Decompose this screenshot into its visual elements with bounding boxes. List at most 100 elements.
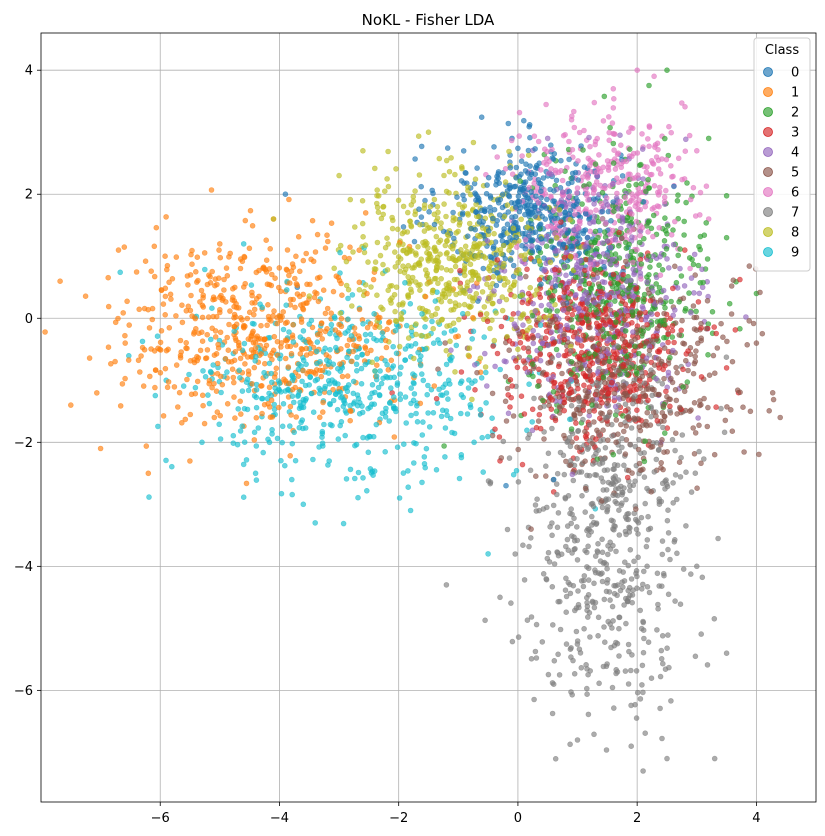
scatter-point-class-9 (469, 336, 476, 342)
scatter-point-class-3 (543, 371, 550, 378)
scatter-point-class-4 (626, 223, 633, 229)
scatter-point-class-5 (704, 297, 711, 304)
scatter-point-class-5 (759, 330, 766, 337)
scatter-point-class-8 (408, 202, 415, 208)
scatter-point-class-5 (777, 414, 784, 421)
scatter-point-class-9 (274, 435, 281, 442)
scatter-point-class-1 (252, 340, 259, 346)
scatter-point-class-8 (501, 282, 508, 288)
scatter-point-class-7 (640, 649, 647, 656)
scatter-point-class-2 (640, 298, 647, 305)
scatter-point-class-4 (563, 249, 570, 256)
scatter-point-class-5 (747, 408, 754, 415)
scatter-point-class-9 (360, 320, 366, 327)
scatter-point-class-8 (431, 245, 437, 252)
scatter-point-class-1 (168, 296, 174, 302)
scatter-point-class-9 (417, 362, 424, 369)
scatter-point-class-0 (411, 238, 418, 245)
scatter-point-class-0 (569, 175, 576, 181)
scatter-point-class-9 (302, 397, 309, 404)
scatter-point-class-7 (543, 576, 550, 582)
scatter-point-class-8 (389, 217, 396, 224)
scatter-point-class-1 (125, 357, 132, 363)
scatter-point-class-8 (375, 209, 382, 215)
scatter-point-class-7 (575, 427, 582, 434)
scatter-point-class-1 (314, 275, 321, 281)
scatter-point-class-8 (447, 298, 453, 305)
scatter-point-class-4 (610, 181, 616, 187)
scatter-point-class-3 (665, 331, 671, 338)
scatter-point-class-7 (597, 558, 604, 564)
scatter-point-class-4 (492, 363, 498, 370)
scatter-point-class-7 (659, 551, 666, 558)
scatter-point-class-7 (585, 525, 591, 532)
scatter-point-class-5 (563, 458, 569, 465)
scatter-point-class-9 (299, 378, 305, 385)
scatter-point-class-1 (148, 268, 154, 275)
scatter-point-class-1 (328, 220, 335, 226)
scatter-point-class-6 (535, 200, 542, 206)
scatter-point-class-1 (117, 403, 124, 409)
scatter-point-class-4 (642, 317, 649, 323)
scatter-point-class-9 (217, 436, 224, 442)
scatter-point-class-1 (289, 332, 296, 339)
scatter-point-class-7 (614, 408, 620, 414)
scatter-point-class-7 (619, 444, 625, 451)
scatter-point-class-1 (311, 294, 318, 301)
scatter-point-class-3 (665, 339, 671, 346)
scatter-point-class-9 (330, 397, 337, 404)
scatter-point-class-9 (240, 494, 247, 501)
scatter-point-class-0 (536, 160, 543, 166)
scatter-point-class-1 (287, 403, 294, 410)
scatter-point-class-5 (657, 297, 664, 303)
scatter-point-class-1 (238, 411, 244, 417)
scatter-point-class-6 (655, 166, 662, 172)
scatter-point-class-8 (418, 332, 424, 339)
scatter-point-class-5 (692, 430, 699, 436)
scatter-point-class-0 (526, 123, 533, 130)
scatter-point-class-6 (626, 199, 633, 205)
scatter-point-class-1 (249, 223, 256, 229)
scatter-point-class-2 (631, 343, 638, 350)
scatter-point-class-4 (577, 337, 584, 343)
scatter-point-class-5 (766, 407, 773, 414)
scatter-point-class-8 (425, 129, 432, 135)
scatter-point-class-5 (728, 311, 735, 317)
scatter-point-class-8 (448, 307, 454, 313)
scatter-point-class-2 (635, 350, 642, 357)
scatter-point-class-7 (599, 536, 605, 543)
scatter-point-class-0 (459, 211, 466, 218)
scatter-point-class-1 (173, 313, 179, 319)
scatter-point-class-7 (588, 513, 595, 520)
scatter-point-class-7 (625, 562, 632, 569)
scatter-point-class-0 (478, 207, 485, 214)
scatter-point-class-2 (650, 306, 656, 312)
scatter-point-class-2 (681, 232, 687, 238)
scatter-point-class-4 (590, 218, 596, 225)
x-tick-label: 0 (514, 811, 522, 826)
scatter-point-class-9 (218, 389, 224, 396)
scatter-point-class-1 (120, 310, 126, 316)
scatter-point-class-3 (599, 399, 605, 406)
scatter-point-class-5 (727, 406, 734, 413)
scatter-point-class-4 (599, 240, 606, 246)
scatter-point-class-5 (546, 322, 553, 329)
scatter-point-class-5 (504, 385, 511, 392)
scatter-point-class-4 (517, 275, 524, 281)
scatter-point-class-1 (187, 272, 194, 278)
scatter-point-class-2 (726, 300, 733, 307)
scatter-point-class-6 (679, 176, 685, 183)
scatter-point-class-7 (569, 691, 576, 698)
y-tick-label: 2 (25, 188, 33, 203)
scatter-point-class-0 (458, 178, 465, 184)
scatter-point-class-6 (610, 86, 617, 92)
scatter-point-class-6 (666, 123, 672, 130)
scatter-point-class-1 (187, 411, 194, 418)
scatter-point-class-8 (481, 304, 488, 310)
scatter-point-class-3 (732, 327, 739, 333)
scatter-point-class-9 (117, 269, 123, 276)
scatter-point-class-7 (620, 569, 627, 575)
scatter-point-class-9 (390, 394, 397, 400)
scatter-point-class-7 (509, 638, 516, 645)
